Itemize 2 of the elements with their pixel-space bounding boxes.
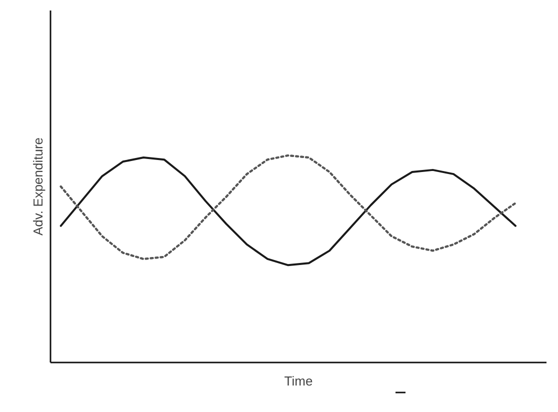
y-axis-title: Adv. Expenditure [30, 137, 46, 236]
x-axis-title: Time [284, 374, 313, 388]
